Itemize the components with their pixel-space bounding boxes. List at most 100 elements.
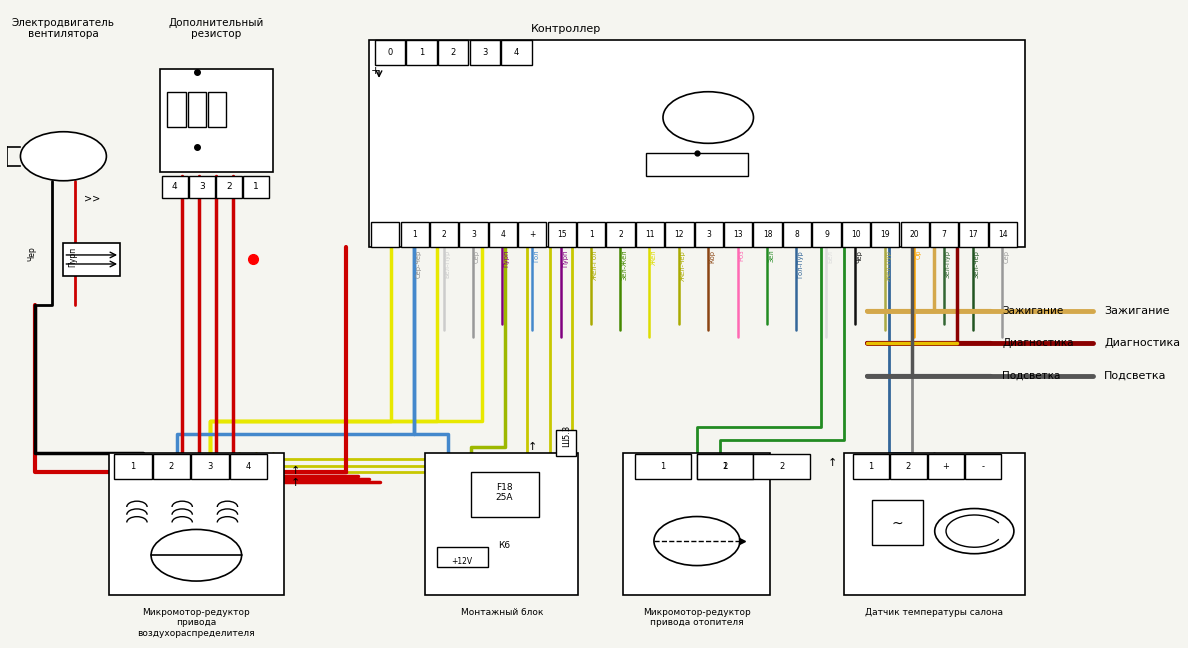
Text: Зел: Зел [769,249,775,262]
Text: 0: 0 [387,48,392,57]
Text: 19: 19 [880,230,890,239]
Bar [244,176,270,198]
Bar [606,222,634,247]
Text: 12: 12 [675,230,684,239]
Text: 4: 4 [514,48,519,57]
Text: Бел-Пур: Бел-Пур [444,249,450,278]
Bar [577,222,606,247]
Text: 4: 4 [172,182,178,191]
Text: 11: 11 [645,230,655,239]
Text: 3: 3 [707,230,712,239]
Text: -: - [981,462,985,471]
Bar [400,222,429,247]
Text: 8: 8 [795,230,800,239]
Bar [189,176,215,198]
Bar [371,222,399,247]
Bar [783,222,811,247]
Text: >>: >> [83,194,100,215]
Text: Зел-Пур: Зел-Пур [944,249,950,278]
Bar [460,222,487,247]
Text: 14: 14 [998,230,1007,239]
Text: 1: 1 [868,462,873,471]
Bar [108,453,284,595]
Text: 1: 1 [131,462,135,471]
Text: 1: 1 [419,48,424,57]
Bar [960,222,987,247]
Bar [63,244,120,275]
Bar [168,92,185,127]
Text: Диагностика: Диагностика [1104,338,1181,349]
Text: ↑: ↑ [529,442,538,452]
Text: Контроллер: Контроллер [531,23,601,34]
Text: 2: 2 [779,462,784,471]
Text: Электродвигатель
вентилятора: Электродвигатель вентилятора [12,17,115,39]
Text: ↑: ↑ [828,458,838,468]
Text: Зел-Жел: Зел-Жел [621,249,627,281]
Bar [871,222,899,247]
Bar [697,454,753,479]
Circle shape [20,132,107,181]
Text: Пурп: Пурп [68,247,77,267]
Bar [216,176,242,198]
Text: Пурп: Пурп [562,249,568,267]
Bar [753,222,782,247]
Text: 2: 2 [905,462,911,471]
Text: Зел-Чер: Зел-Чер [974,249,980,278]
Text: 1: 1 [253,182,259,191]
Text: Датчик температуры салона: Датчик температуры салона [866,608,1004,617]
Circle shape [653,516,740,566]
Bar [188,92,206,127]
Bar [191,454,228,479]
Text: 4: 4 [500,230,505,239]
Text: 1: 1 [589,230,594,239]
Text: 15: 15 [557,230,567,239]
Text: 3: 3 [472,230,476,239]
Text: К6: К6 [499,541,511,550]
Text: Микромотор-редуктор
привода отопителя: Микромотор-редуктор привода отопителя [643,608,751,627]
Circle shape [151,529,241,581]
Bar [470,472,538,517]
Bar [890,454,927,479]
Text: 7: 7 [942,230,947,239]
Text: 10: 10 [851,230,860,239]
Text: F18
25A: F18 25A [495,483,513,502]
Text: ~: ~ [891,517,903,531]
Text: 1: 1 [661,462,665,471]
Bar [723,222,752,247]
Bar [813,222,841,247]
Bar [229,454,267,479]
Bar [624,453,771,595]
Circle shape [935,509,1013,553]
Bar [646,153,747,176]
Bar [488,222,517,247]
Text: 9: 9 [824,230,829,239]
Text: 1: 1 [412,230,417,239]
Text: +12V: +12V [451,557,472,566]
Bar [374,40,405,65]
Bar [162,176,188,198]
Text: Ш5.3: Ш5.3 [562,424,571,446]
Text: 2: 2 [227,182,232,191]
Bar [437,548,487,566]
Text: ↑: ↑ [777,458,786,468]
Text: Жел-Пур: Жел-Пур [886,249,892,281]
Circle shape [663,92,753,143]
Text: Сер: Сер [474,249,480,263]
Text: 17: 17 [968,230,979,239]
Bar [208,92,227,127]
Text: Чер: Чер [857,249,862,262]
Bar [438,40,468,65]
Text: Роз: Роз [739,249,745,261]
Text: Жел-Чер: Жел-Чер [680,249,685,281]
Bar [872,500,923,546]
Text: 2: 2 [450,48,456,57]
Text: 18: 18 [763,230,772,239]
Text: Зажигание: Зажигание [1104,306,1170,316]
Text: 2: 2 [169,462,175,471]
Text: ↑
↑: ↑ ↑ [291,466,301,487]
Bar [853,454,890,479]
Text: Микромотор-редуктор
привода
воздухораспределителя: Микромотор-редуктор привода воздухораспр… [138,608,255,638]
Bar [518,222,546,247]
Bar [665,222,694,247]
Bar [406,40,437,65]
